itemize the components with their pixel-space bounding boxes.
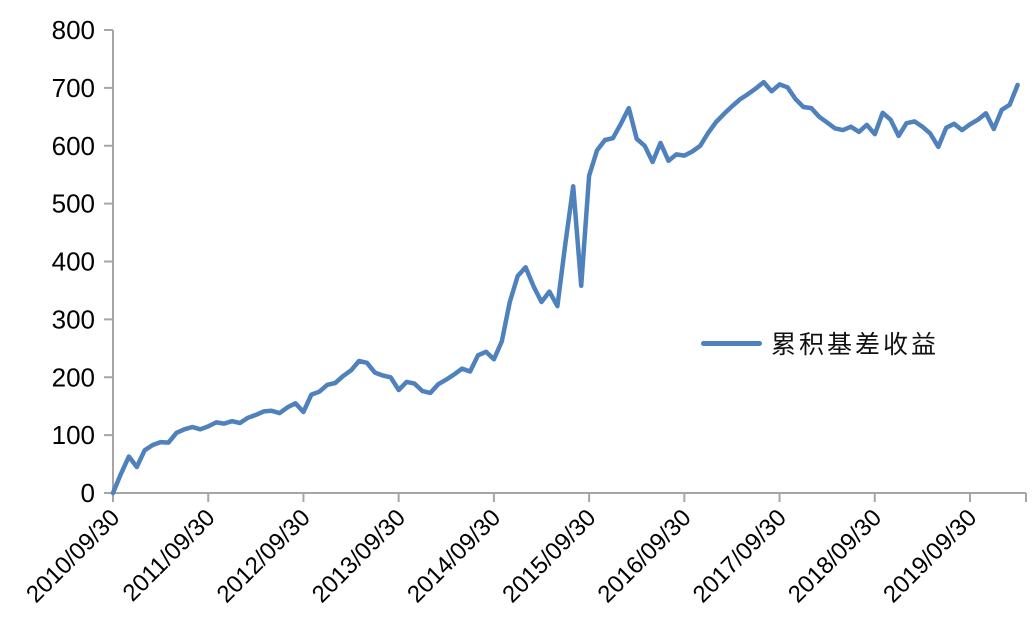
svg-text:500: 500 [52,189,95,219]
legend-series-label: 累积基差收益 [771,330,940,359]
svg-text:400: 400 [52,247,95,277]
svg-text:600: 600 [52,131,95,161]
svg-text:2012/09/30: 2012/09/30 [212,504,316,608]
svg-text:2018/09/30: 2018/09/30 [783,504,887,608]
svg-text:2015/09/30: 2015/09/30 [497,504,601,608]
svg-text:100: 100 [52,420,95,450]
svg-text:800: 800 [52,15,95,45]
svg-text:700: 700 [52,73,95,103]
svg-text:2019/09/30: 2019/09/30 [878,504,982,608]
legend: 累积基差收益 [701,328,940,359]
svg-text:2017/09/30: 2017/09/30 [688,504,792,608]
svg-text:300: 300 [52,304,95,334]
svg-text:2010/09/30: 2010/09/30 [21,504,125,608]
svg-text:2016/09/30: 2016/09/30 [593,504,697,608]
svg-text:2014/09/30: 2014/09/30 [402,504,506,608]
svg-text:0: 0 [81,478,95,508]
svg-text:200: 200 [52,362,95,392]
svg-text:2011/09/30: 2011/09/30 [118,504,221,607]
legend-line-swatch [701,340,762,346]
svg-text:2013/09/30: 2013/09/30 [307,504,411,608]
